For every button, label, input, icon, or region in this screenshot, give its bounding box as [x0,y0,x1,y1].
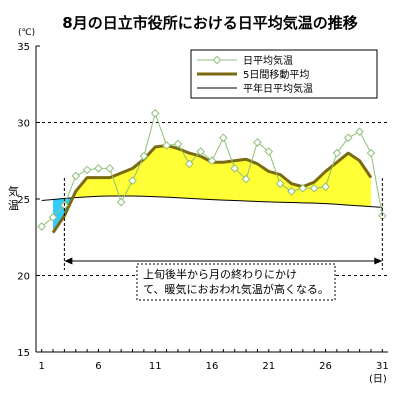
daily-point [82,165,92,175]
y-tick-label: 35 [17,42,30,53]
daily-point [139,151,149,161]
area-fill-segment [177,148,190,199]
daily-point [241,174,251,184]
daily-point [48,213,58,222]
area-fill-segment [223,160,235,201]
x-unit-label: (日) [369,374,387,385]
area-fill-segment [98,177,110,197]
area-fill-segment [336,153,349,206]
daily-point [309,183,319,193]
annotation-text-line: て、暖気におおわれ気温が高くなる。 [143,282,329,296]
daily-point [264,147,274,156]
daily-point [94,164,103,173]
annotation-text-line: 上旬後半から月の終わりにかけ [143,267,297,281]
y-axis-label: 気 [8,184,19,198]
y-unit-label: (℃) [18,28,35,38]
daily-point [343,133,353,143]
legend-label: 平年日平均気温 [243,82,313,95]
area-fill-segment [155,145,167,198]
daily-point [196,147,205,156]
annotation-arrow-head-left [64,257,73,265]
daily-point [219,133,228,143]
daily-point [207,156,217,166]
y-tick-label: 20 [17,272,30,283]
daily-point [332,148,342,158]
daily-point [366,148,376,158]
daily-point [116,197,126,207]
annotation-box [136,263,336,301]
daily-point [184,159,194,169]
daily-point [253,138,262,147]
y-tick-label: 30 [17,119,30,130]
area-fill-segment [200,156,212,200]
chart-title: 8月の日立市役所における日平均気温の推移 [62,14,357,32]
area-fill-segment [189,153,201,199]
daily-point [162,141,171,150]
daily-point [150,109,160,118]
y-axis-label: 温 [8,199,19,212]
daily-point [298,183,308,193]
annotation-arrow-head-right [374,257,383,265]
x-tick-label: 16 [206,361,219,372]
legend-label: 日平均気温 [243,54,293,67]
daily-point [321,182,330,192]
daily-point [275,179,285,189]
legend-marker-daily [212,55,222,65]
y-tick-label: 15 [17,348,30,359]
series-normal-line [41,195,383,208]
daily-point [287,187,296,196]
area-fill-segment [121,168,133,196]
area-fill-segment [166,145,178,198]
x-tick-label: 1 [38,361,44,372]
daily-point [37,222,46,231]
area-fill-segment [257,163,269,202]
x-tick-label: 21 [262,361,275,372]
x-tick-label: 31 [376,361,389,372]
daily-point [128,176,137,185]
daily-point [105,164,115,173]
area-fill-segment [53,198,65,233]
area-fill-segment [359,160,371,207]
area-fill-segment [87,177,99,197]
daily-point [71,171,81,181]
y-tick-label: 25 [17,195,30,206]
area-fill-segment [325,162,337,205]
x-tick-label: 6 [95,361,101,372]
x-tick-label: 11 [149,361,162,372]
area-fill-segment [143,146,156,197]
legend-label: 5日間移動平均 [243,68,309,81]
daily-point [230,164,240,173]
daily-point [173,139,183,149]
x-tick-label: 26 [319,361,332,372]
daily-point [355,127,364,136]
area-fill-segment [348,153,360,206]
area-fill-segment [268,171,281,203]
area-fill-segment [132,159,144,197]
area-fill-segment [212,162,224,201]
